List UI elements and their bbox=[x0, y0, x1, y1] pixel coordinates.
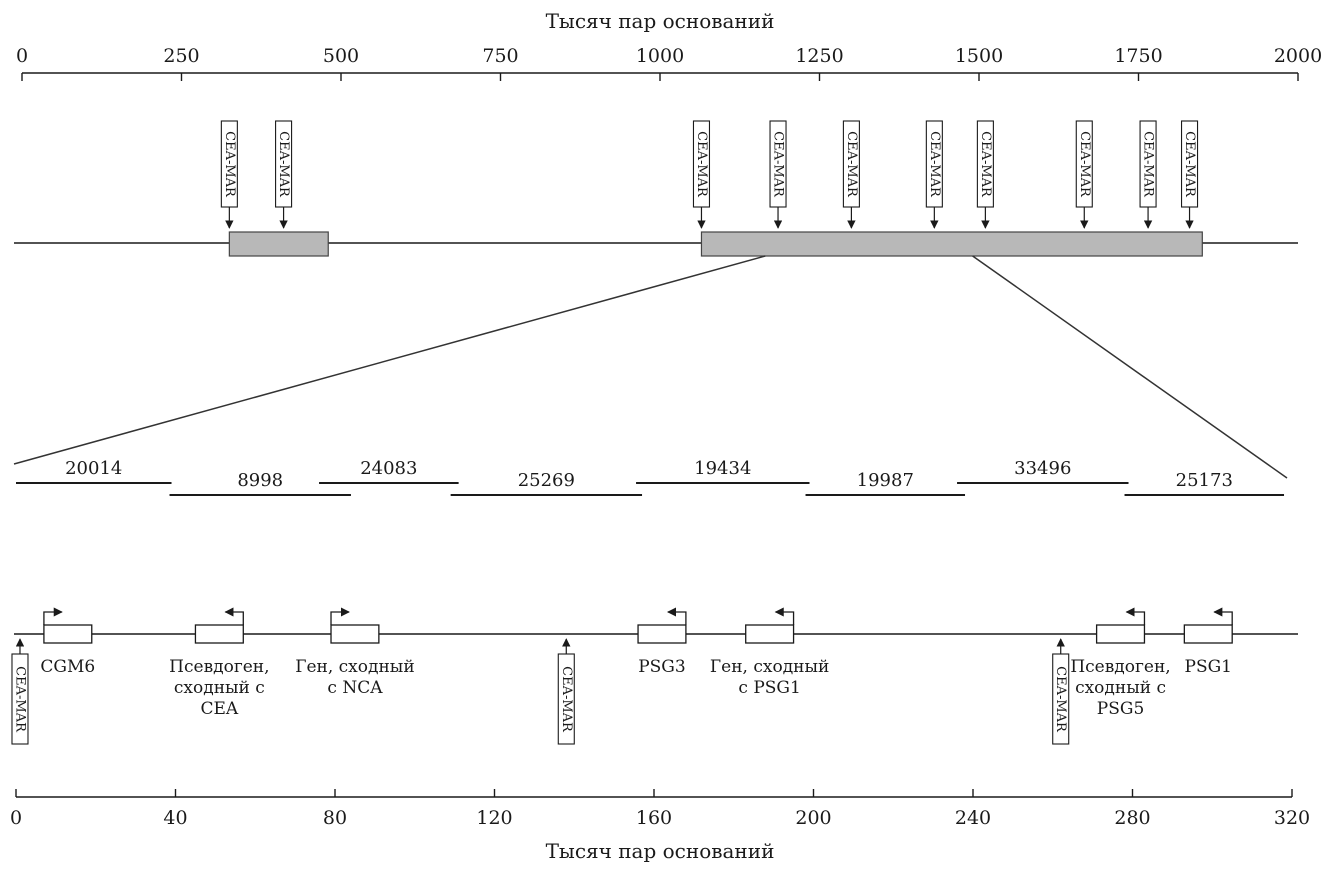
gene-box bbox=[43, 624, 93, 644]
top-tick-label: 1500 bbox=[955, 45, 1003, 67]
transcription-arrow bbox=[1213, 607, 1233, 625]
top-tick-label: 500 bbox=[323, 45, 359, 67]
gene-box bbox=[637, 624, 687, 644]
cea-mar-label: CEA-MAR bbox=[692, 120, 711, 208]
cea-mar-box bbox=[557, 653, 575, 745]
gene-label: Ген, сходный bbox=[710, 657, 829, 677]
cea-mar-label: CEA-MAR bbox=[1075, 120, 1093, 208]
chromosome-overview: CEA-MAR CEA-MAR CEA-MAR CEA-MAR CEA-MAR CEA-M… bbox=[14, 120, 1298, 257]
top-tick-label: 1000 bbox=[636, 45, 684, 67]
cea-mar-text: CEA-MAR bbox=[771, 131, 786, 198]
cea-mar-text: CEA-MAR bbox=[694, 131, 709, 198]
top-tick-label: 750 bbox=[482, 45, 518, 67]
cea-mar-label: CEA-MAR bbox=[1180, 120, 1199, 208]
gene-box bbox=[1183, 624, 1233, 644]
bottom-tick-label: 120 bbox=[476, 807, 512, 829]
cea-mar-text: CEA-MAR bbox=[1053, 666, 1068, 733]
contig-label: 19987 bbox=[857, 470, 914, 491]
cea-mar-label: CEA-MAR bbox=[976, 120, 994, 208]
bottom-tick-label: 200 bbox=[795, 807, 831, 829]
zoom-lines bbox=[13, 255, 1288, 479]
cea-mar-text: CEA-MAR bbox=[559, 666, 574, 733]
contig-label: 33496 bbox=[1014, 458, 1071, 479]
gene-label: PSG1 bbox=[1185, 657, 1232, 677]
top-axis: 0 250 500 750 1000 1250 1500 1750 2000 bbox=[16, 45, 1322, 81]
cea-mar-label: CEA-MAR bbox=[842, 120, 860, 208]
zoom-line-left bbox=[13, 255, 766, 465]
cea-mar-label: CEA-MAR bbox=[557, 653, 575, 745]
cea-gene-cluster-block bbox=[700, 231, 1203, 257]
gene-box bbox=[194, 624, 244, 644]
cea-mar-label: CEA-MAR bbox=[11, 653, 29, 745]
cea-mar-text: CEA-MAR bbox=[927, 131, 942, 198]
gene-box bbox=[1095, 624, 1146, 644]
gene-label: сходный с bbox=[1075, 678, 1166, 698]
cea-mar-text: CEA-MAR bbox=[1182, 131, 1197, 198]
bottom-tick-label: 280 bbox=[1114, 807, 1150, 829]
top-tick-label: 250 bbox=[163, 45, 199, 67]
cea-mar-label: CEA-MAR bbox=[1139, 120, 1157, 208]
gene-label: с PSG1 bbox=[738, 678, 800, 698]
bottom-tick-label: 240 bbox=[955, 807, 991, 829]
gene-label: PSG3 bbox=[638, 657, 685, 677]
cea-mar-text: CEA-MAR bbox=[276, 131, 291, 198]
cea-mar-label: CEA-MAR bbox=[925, 120, 943, 208]
gene-box bbox=[330, 624, 380, 644]
gene-label: с NCA bbox=[327, 678, 383, 698]
transcription-arrow bbox=[1125, 607, 1146, 625]
cea-mar-text: CEA-MAR bbox=[978, 131, 993, 198]
gene-label: Ген, сходный bbox=[295, 657, 414, 677]
contig-label: 8998 bbox=[237, 470, 283, 491]
contig-label: 25173 bbox=[1176, 470, 1233, 491]
bottom-tick-label: 0 bbox=[10, 807, 22, 829]
transcription-arrow bbox=[666, 607, 687, 625]
transcription-arrow bbox=[774, 607, 795, 625]
cea-mar-box bbox=[1052, 653, 1070, 745]
contig-label: 24083 bbox=[360, 458, 417, 479]
top-axis-title: Тысяч пар оснований bbox=[546, 9, 775, 33]
cea-mar-label: CEA-MAR bbox=[769, 120, 787, 208]
cea-mar-text: CEA-MAR bbox=[844, 131, 859, 198]
bottom-tick-label: 80 bbox=[323, 807, 347, 829]
transcription-arrow bbox=[224, 607, 244, 625]
cea-mar-label: CEA-MAR bbox=[275, 120, 293, 208]
gene-label: Псевдоген, bbox=[1070, 657, 1170, 677]
gene-box bbox=[745, 624, 795, 644]
top-tick-label: 1750 bbox=[1114, 45, 1162, 67]
cea-mar-text: CEA-MAR bbox=[1141, 131, 1156, 198]
cea-mar-text: CEA-MAR bbox=[12, 666, 27, 733]
bottom-tick-label: 160 bbox=[636, 807, 672, 829]
top-tick-label: 1250 bbox=[795, 45, 843, 67]
gene-label: сходный с bbox=[174, 678, 265, 698]
transcription-arrow bbox=[43, 607, 63, 625]
cea-mar-box bbox=[11, 653, 29, 745]
zoom-line-right bbox=[972, 255, 1288, 479]
contig-label: 20014 bbox=[65, 458, 122, 479]
bottom-tick-label: 40 bbox=[163, 807, 187, 829]
cea-gene-cluster-block bbox=[228, 231, 329, 257]
cea-mar-text: CEA-MAR bbox=[222, 131, 237, 198]
bottom-axis-title: Тысяч пар оснований bbox=[546, 839, 775, 863]
cea-mar-text: CEA-MAR bbox=[1077, 131, 1092, 198]
gene-label: CEA bbox=[201, 699, 239, 719]
gene-label: PSG5 bbox=[1097, 699, 1144, 719]
top-tick-label: 2000 bbox=[1274, 45, 1322, 67]
cea-mar-label: CEA-MAR bbox=[1052, 653, 1070, 745]
transcription-arrow bbox=[330, 607, 350, 625]
bottom-tick-label: 320 bbox=[1274, 807, 1310, 829]
top-tick-label: 0 bbox=[16, 45, 28, 67]
gene-label: CGM6 bbox=[40, 657, 95, 677]
bottom-axis: 0 40 80 120 160 200 240 280 320 bbox=[10, 789, 1310, 829]
cea-mar-label: CEA-MAR bbox=[220, 120, 238, 208]
contig-label: 19434 bbox=[694, 458, 751, 479]
contig-label: 25269 bbox=[518, 470, 575, 491]
contig-map: 20014 8998 24083 25269 19434 19987 33496 25173 bbox=[16, 458, 1285, 496]
gene-label: Псевдоген, bbox=[169, 657, 269, 677]
